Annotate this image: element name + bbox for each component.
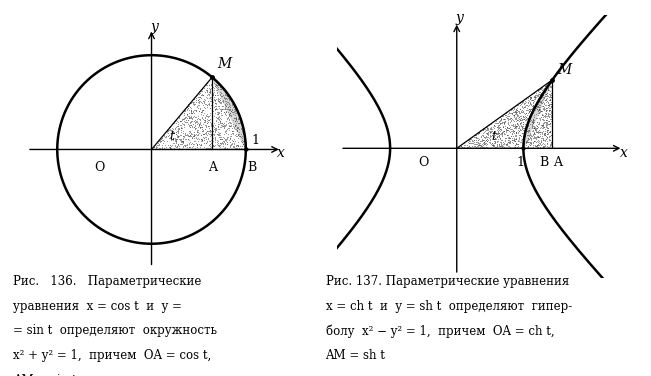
Text: x: x [277,146,284,160]
Text: A: A [553,156,562,168]
Text: O: O [94,161,105,174]
Text: AM = sin t: AM = sin t [13,374,77,376]
Text: x = ch t  и  y = sh t  определяют  гипер-: x = ch t и y = sh t определяют гипер- [326,300,572,313]
Text: M: M [217,57,231,71]
Text: t: t [170,130,174,143]
Text: 1: 1 [516,156,524,168]
Text: Рис.   136.   Параметрические: Рис. 136. Параметрические [13,275,201,288]
Text: AM = sh t: AM = sh t [326,349,385,362]
Text: y: y [150,20,158,35]
Text: = sin t  определяют  окружность: = sin t определяют окружность [13,324,217,337]
Text: болу  x² − y² = 1,  причем  OA = ch t,: болу x² − y² = 1, причем OA = ch t, [326,324,554,338]
Text: уравнения  x = cos t  и  y =: уравнения x = cos t и y = [13,300,182,313]
Polygon shape [152,77,246,150]
Text: t: t [491,130,496,143]
Text: B: B [247,161,257,174]
Text: A: A [208,161,217,174]
Text: O: O [419,156,429,168]
Text: M: M [557,62,572,77]
Polygon shape [457,80,552,148]
Text: y: y [456,11,464,25]
Text: x: x [620,146,628,160]
Text: B: B [540,156,549,168]
Text: 1: 1 [251,133,259,147]
Text: x² + y² = 1,  причем  OA = cos t,: x² + y² = 1, причем OA = cos t, [13,349,212,362]
Text: Рис. 137. Параметрические уравнения: Рис. 137. Параметрические уравнения [326,275,569,288]
